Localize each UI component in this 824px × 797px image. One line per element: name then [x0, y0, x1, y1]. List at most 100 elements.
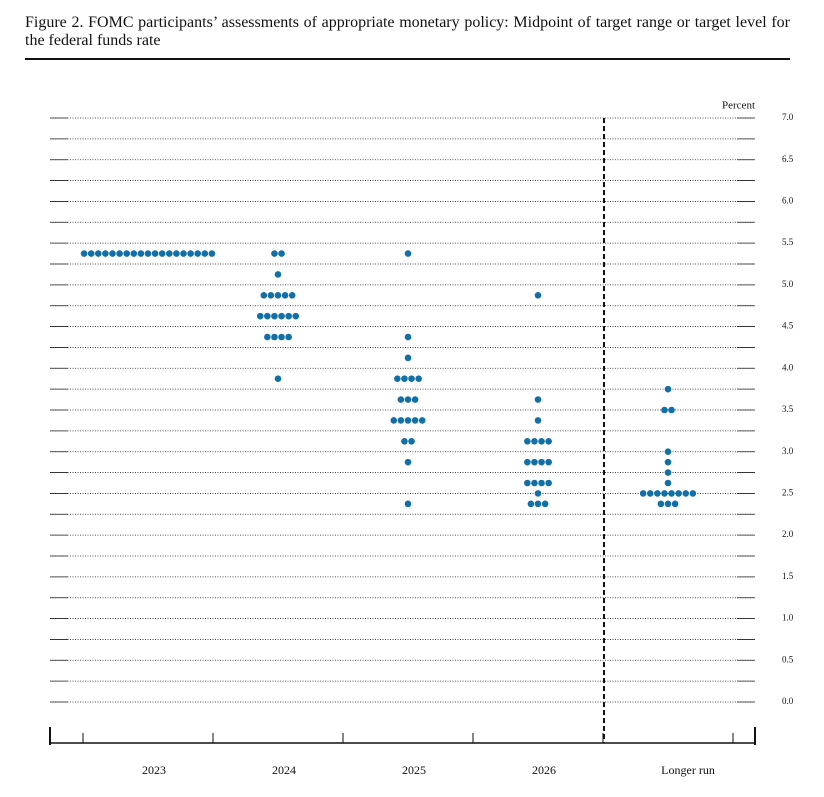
dot — [137, 250, 145, 257]
dot — [194, 250, 201, 257]
dot — [664, 500, 672, 508]
y-tick-label: 0.5 — [782, 654, 794, 664]
y-tick-label: 1.5 — [782, 571, 794, 581]
y-tick-label: 6.0 — [782, 195, 794, 205]
dot — [274, 291, 282, 299]
dot — [397, 396, 405, 403]
dot — [278, 312, 285, 320]
dot — [524, 458, 531, 466]
y-tick-label: 0.0 — [782, 696, 794, 706]
dot — [166, 250, 173, 257]
dot — [404, 250, 412, 257]
dot — [545, 479, 552, 487]
y-axis-label: Percent — [722, 100, 755, 112]
dot — [671, 500, 679, 508]
dot — [281, 291, 289, 299]
dot — [411, 417, 419, 424]
title-rule — [25, 58, 790, 60]
y-tick-label: 1.0 — [782, 613, 794, 623]
x-tick-label: 2026 — [532, 763, 556, 777]
dot — [534, 396, 542, 403]
dot — [531, 437, 538, 445]
dot — [527, 500, 535, 508]
dot — [415, 375, 422, 383]
dot — [274, 375, 282, 383]
y-tick-label: 3.5 — [782, 404, 794, 414]
dot — [109, 250, 116, 257]
dot — [404, 396, 412, 403]
dot — [524, 437, 531, 445]
y-tick-label: 7.0 — [782, 112, 794, 122]
dot — [404, 417, 412, 424]
dot — [534, 500, 542, 508]
chart-title: Figure 2. FOMC participants’ assessments… — [25, 14, 790, 49]
dot — [285, 333, 292, 341]
dot — [408, 375, 415, 383]
dot — [664, 448, 672, 456]
dot — [401, 437, 408, 445]
dot — [404, 500, 412, 508]
dot — [201, 250, 209, 257]
dot — [534, 417, 542, 424]
dot — [538, 458, 545, 466]
y-tick-label: 5.5 — [782, 237, 794, 247]
dot — [682, 490, 690, 497]
dot — [661, 406, 668, 414]
dot — [646, 490, 654, 497]
dot — [271, 250, 278, 257]
dot — [208, 250, 216, 257]
y-tick-label: 5.0 — [782, 279, 794, 289]
dot — [278, 333, 285, 341]
x-tick-label: 2025 — [402, 763, 426, 777]
dot — [180, 250, 187, 257]
dot — [404, 354, 412, 362]
dot — [404, 333, 412, 341]
dot — [664, 458, 672, 466]
dot — [123, 250, 130, 257]
y-tick-label: 3.0 — [782, 446, 794, 456]
dot — [675, 490, 682, 497]
dot — [545, 458, 552, 466]
y-tick-label: 2.5 — [782, 487, 794, 497]
dot — [534, 490, 542, 497]
dot — [664, 385, 672, 393]
dot — [545, 437, 552, 445]
dot — [87, 250, 95, 257]
dot — [288, 291, 296, 299]
dot — [531, 458, 538, 466]
dot — [264, 333, 271, 341]
dot — [401, 375, 408, 383]
x-tick-label: 2024 — [272, 763, 296, 777]
dot — [187, 250, 194, 257]
dot — [116, 250, 123, 257]
dot — [267, 291, 275, 299]
dot — [531, 479, 538, 487]
dot — [130, 250, 138, 257]
dot — [664, 479, 672, 487]
dot — [256, 312, 264, 320]
dot — [534, 291, 542, 299]
dot — [274, 271, 282, 278]
dot — [80, 250, 88, 257]
dot — [394, 375, 401, 383]
dot — [144, 250, 152, 257]
dot — [524, 479, 531, 487]
dot — [408, 437, 415, 445]
dot — [264, 312, 271, 320]
dot — [260, 291, 268, 299]
y-tick-label: 4.0 — [782, 362, 794, 372]
dot — [95, 250, 102, 257]
dot — [639, 490, 647, 497]
dot — [404, 458, 412, 466]
dot — [418, 417, 426, 424]
dot — [158, 250, 166, 257]
dot — [654, 490, 661, 497]
dot — [668, 490, 675, 497]
y-tick-label: 4.5 — [782, 321, 794, 331]
y-tick-label: 2.0 — [782, 529, 794, 539]
dot — [271, 333, 278, 341]
dot — [664, 469, 672, 476]
dot — [151, 250, 159, 257]
